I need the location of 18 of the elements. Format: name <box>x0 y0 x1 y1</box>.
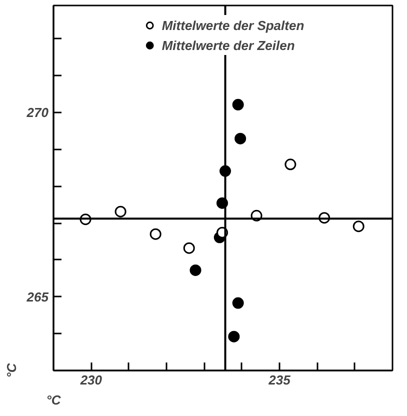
legend-label: Mittelwerte der Zeilen <box>162 38 295 52</box>
point <box>284 158 296 170</box>
point <box>228 330 240 342</box>
x-tick-label: 230 <box>79 372 103 388</box>
y-tick-label: 265 <box>26 289 50 304</box>
y-axis-title: °C <box>4 362 19 378</box>
point <box>150 228 162 240</box>
point <box>190 264 202 276</box>
point <box>352 220 364 232</box>
point <box>232 297 244 309</box>
y-tick-label: 270 <box>26 104 50 120</box>
point <box>234 132 246 144</box>
x-tick-label: 235 <box>268 372 292 388</box>
point <box>114 206 126 218</box>
point <box>232 98 244 110</box>
legend-label: Mittelwerte der Spalten <box>162 18 304 32</box>
point <box>183 242 195 254</box>
x-axis-title: °C <box>46 392 62 408</box>
